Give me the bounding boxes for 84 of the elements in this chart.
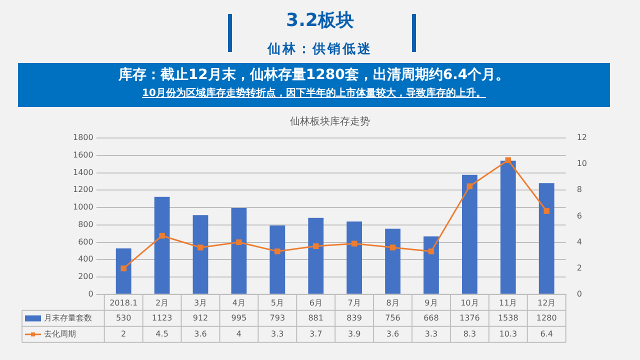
- data-label: 10.3: [499, 329, 518, 338]
- bar: [308, 218, 324, 294]
- x-tick-label: 5月: [270, 298, 284, 308]
- data-label: 3.6: [386, 329, 400, 338]
- data-label: 1376: [460, 313, 480, 322]
- text: 库存：截止12月末，仙林存量1280套，出清周期约6.4个月。: [117, 66, 511, 84]
- data-label: 3.3: [271, 329, 284, 338]
- data-label: 4: [236, 329, 242, 338]
- x-tick-label: 12月: [538, 298, 556, 308]
- legend-label: 月末存量套数: [44, 313, 92, 322]
- data-label: 1280: [536, 313, 557, 322]
- y-tick-label: 1000: [73, 202, 94, 212]
- data-label: 3.6: [194, 329, 207, 338]
- data-label: 8.3: [463, 329, 476, 338]
- bar: [346, 222, 362, 294]
- bar: [231, 208, 247, 294]
- y2-tick-label: 0: [576, 289, 582, 298]
- y-tick-label: 0: [88, 289, 94, 298]
- x-tick-label: 4月: [232, 298, 246, 308]
- y-tick-label: 800: [78, 220, 94, 229]
- y-tick-label: 1800: [73, 133, 94, 142]
- y2-tick-label: 8: [576, 185, 582, 194]
- y-tick-label: 400: [78, 254, 94, 264]
- point: [505, 157, 512, 164]
- y-tick-label: 200: [78, 272, 94, 282]
- point: [159, 232, 165, 239]
- data-label: 881: [308, 313, 324, 322]
- y2-tick-label: 12: [576, 133, 588, 142]
- data-label: 530: [116, 313, 132, 322]
- bar: [192, 215, 208, 294]
- bar: [462, 174, 478, 294]
- y2-tick-label: 6: [576, 211, 582, 220]
- point: [351, 240, 358, 246]
- x-tick-label: 9月: [424, 298, 438, 308]
- chart-title: 仙林板块库存走势: [290, 116, 370, 128]
- x-tick-label: 11月: [499, 298, 518, 308]
- bar: [538, 183, 554, 294]
- data-label: 793: [270, 313, 286, 322]
- y2-tick-label: 10: [576, 159, 588, 168]
- point: [236, 239, 242, 246]
- data-label: 2: [121, 329, 126, 338]
- y2-tick-label: 2: [576, 263, 582, 272]
- text: 仙林：供销低迷: [266, 41, 374, 58]
- data-label: 1538: [498, 313, 518, 322]
- x-tick-label: 2月: [155, 298, 169, 308]
- y-tick-label: 1600: [73, 150, 94, 160]
- bar: [424, 236, 439, 294]
- bar: [270, 225, 286, 294]
- data-label: 912: [192, 313, 208, 322]
- data-label: 6.4: [540, 329, 553, 338]
- text: 10月份为区域库存走势转折点，因下半年的上市体量较大，导致库存的上升。: [141, 86, 487, 100]
- data-label: 4.5: [156, 329, 168, 338]
- legend-label: 去化周期: [44, 329, 76, 338]
- y-tick-label: 1200: [73, 185, 94, 194]
- x-tick-label: 10月: [460, 298, 479, 308]
- x-tick-label: 6月: [309, 298, 322, 308]
- bar: [500, 160, 516, 294]
- bar: [116, 248, 132, 294]
- text: 3.2板块: [285, 9, 355, 32]
- y2-tick-label: 4: [576, 237, 582, 246]
- point: [466, 183, 473, 190]
- data-label: 668: [424, 313, 439, 322]
- data-label: 839: [346, 313, 362, 322]
- x-tick-label: 3月: [194, 298, 208, 308]
- x-tick-label: 7月: [348, 298, 361, 308]
- point: [544, 208, 550, 214]
- data-label: 995: [231, 313, 247, 322]
- y-tick-label: 1400: [73, 168, 94, 177]
- point: [274, 248, 280, 254]
- point: [120, 265, 126, 272]
- point: [390, 244, 396, 250]
- x-tick-label: 8月: [386, 298, 400, 308]
- point: [198, 244, 204, 250]
- data-label: 1123: [152, 313, 172, 322]
- bar: [385, 228, 400, 294]
- bar: [154, 196, 170, 294]
- point: [428, 248, 434, 254]
- y-tick-label: 600: [78, 237, 94, 246]
- data-label: 3.3: [424, 329, 438, 338]
- data-label: 756: [385, 313, 400, 322]
- data-label: 3.9: [348, 329, 361, 338]
- data-label: 3.7: [309, 329, 322, 338]
- point: [312, 243, 319, 250]
- x-tick-label: 2018.1: [110, 298, 138, 308]
